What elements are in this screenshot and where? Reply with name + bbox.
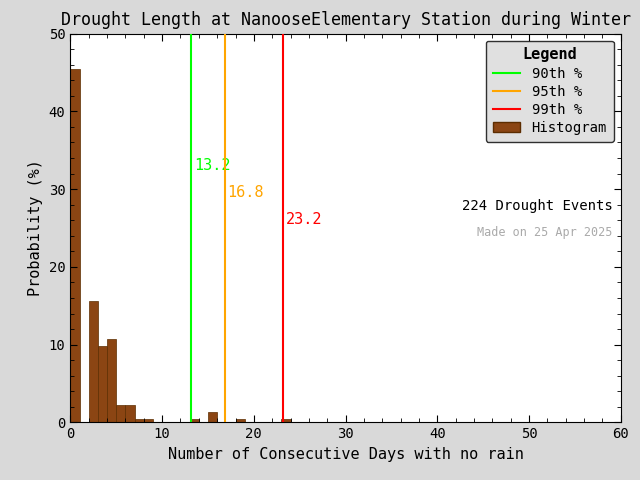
- Bar: [134, 420, 144, 422]
- Text: 13.2: 13.2: [195, 158, 231, 173]
- Bar: [125, 405, 134, 422]
- Bar: [116, 405, 125, 422]
- Bar: [98, 346, 107, 422]
- Bar: [144, 420, 153, 422]
- Text: Made on 25 Apr 2025: Made on 25 Apr 2025: [477, 226, 612, 239]
- X-axis label: Number of Consecutive Days with no rain: Number of Consecutive Days with no rain: [168, 447, 524, 462]
- Bar: [189, 420, 199, 422]
- Title: Drought Length at NanooseElementary Station during Winter: Drought Length at NanooseElementary Stat…: [61, 11, 630, 29]
- Legend: 90th %, 95th %, 99th %, Histogram: 90th %, 95th %, 99th %, Histogram: [486, 40, 614, 142]
- Y-axis label: Probability (%): Probability (%): [28, 159, 44, 297]
- Text: 16.8: 16.8: [227, 185, 264, 200]
- Bar: [236, 420, 244, 422]
- Bar: [107, 339, 116, 422]
- Text: 224 Drought Events: 224 Drought Events: [462, 199, 612, 213]
- Bar: [89, 301, 98, 422]
- Bar: [208, 412, 217, 422]
- Text: 23.2: 23.2: [286, 213, 323, 228]
- Bar: [282, 420, 291, 422]
- Bar: [70, 69, 79, 422]
